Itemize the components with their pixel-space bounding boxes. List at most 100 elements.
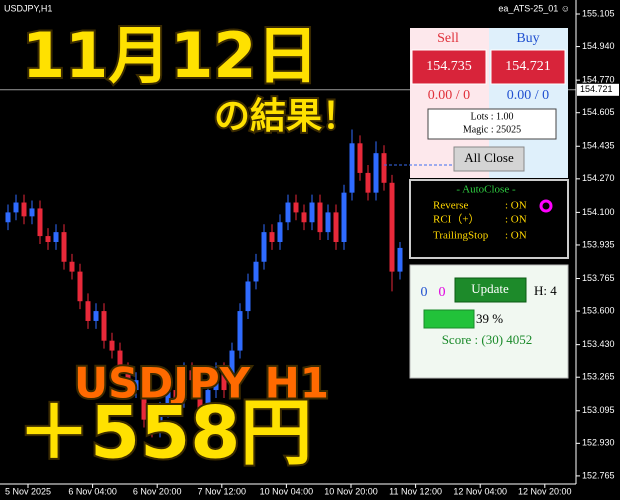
y-tick-label: 153.430	[582, 339, 615, 349]
candle-body	[117, 350, 123, 371]
setting-value: : ON	[505, 214, 527, 226]
x-tick-label: 6 Nov 20:00	[133, 486, 182, 496]
candle-body	[109, 340, 115, 351]
y-tick-label: 153.935	[582, 239, 615, 249]
profit-caption: ＋558円	[18, 391, 312, 475]
candle-body	[253, 261, 259, 282]
candle-body	[53, 232, 59, 242]
score: Score : (30) 4052	[442, 332, 533, 347]
y-tick-label: 154.435	[582, 141, 615, 151]
candle-body	[229, 350, 235, 391]
plot	[0, 89, 576, 438]
candle-body	[5, 212, 11, 223]
candle-body	[333, 212, 339, 242]
candle-body	[213, 370, 219, 391]
sell-button[interactable]	[411, 49, 487, 85]
x-tick-label: 12 Nov 20:00	[518, 486, 572, 496]
candle-body	[21, 202, 27, 217]
setting-name: RCI（+）	[433, 213, 480, 226]
y-tick-label: 154.605	[582, 107, 615, 117]
candle-body	[349, 143, 355, 193]
candle-body	[13, 202, 19, 213]
candle-body	[261, 232, 267, 262]
x-tick-label: 11 Nov 12:00	[389, 486, 442, 496]
candle-body	[205, 390, 211, 410]
toggle-indicator[interactable]	[539, 199, 553, 213]
y-tick-label: 154.100	[582, 207, 615, 217]
candle-body	[149, 419, 155, 430]
hours: H: 4	[534, 283, 557, 298]
x-tick-label: 12 Nov 04:00	[453, 486, 507, 496]
update-button[interactable]	[454, 277, 527, 303]
candle-body	[245, 281, 251, 312]
candle-body	[37, 208, 43, 237]
all-close-label: All Close	[464, 150, 514, 165]
y-tick-label: 152.765	[582, 470, 615, 480]
count-a: 0	[421, 285, 428, 300]
candle-body	[277, 222, 283, 242]
candle-body	[157, 409, 163, 430]
current-price-box	[577, 83, 619, 96]
candle-body	[317, 202, 323, 233]
candle-body	[133, 380, 139, 391]
sell-label: Sell	[437, 31, 459, 46]
x-tick-label: 5 Nov 2025	[5, 486, 51, 496]
candle-body	[365, 172, 371, 193]
candle-body	[373, 153, 379, 193]
candle-body	[301, 212, 307, 223]
y-tick-label: 152.930	[582, 438, 615, 448]
candle-body	[69, 261, 75, 272]
y-tick-label: 155.105	[582, 8, 615, 18]
candle-body	[141, 380, 147, 420]
candle-body	[269, 232, 275, 242]
progress: 39 %	[476, 311, 503, 326]
candle-body	[85, 301, 91, 321]
lots: Lots : 1.00	[470, 111, 513, 122]
candle-body	[357, 143, 363, 173]
candle-body	[381, 153, 387, 183]
y-tick-label: 154.270	[582, 173, 615, 183]
buy-button[interactable]	[490, 49, 566, 85]
update-label: Update	[471, 281, 509, 296]
candle-body	[293, 202, 299, 213]
candle-body	[181, 370, 187, 400]
candle-body	[173, 390, 179, 400]
result-caption: の結果！	[214, 96, 358, 137]
candle-body	[165, 390, 171, 410]
candle-body	[341, 192, 347, 242]
magic: Magic : 25025	[463, 124, 521, 135]
x-tick-label: 6 Nov 04:00	[68, 486, 117, 496]
sell-price: 154.735	[426, 59, 472, 74]
count-b: 0	[439, 285, 446, 300]
candle-body	[285, 202, 291, 223]
candle-body	[197, 380, 203, 410]
candle-body	[29, 208, 35, 217]
current-price-label: 154.721	[580, 84, 613, 94]
setting-value: : ON	[505, 200, 527, 212]
candle-body	[325, 212, 331, 233]
autoclose-title: - AutoClose -	[456, 184, 516, 196]
date-caption: 11月12日	[22, 19, 319, 92]
status-panel: 0 0 Update H: 4 39 % Score : (30) 4052	[409, 264, 569, 379]
candle-body	[125, 370, 131, 391]
candle-body	[61, 232, 67, 262]
candle-body	[77, 271, 83, 302]
setting-name: Reverse	[433, 200, 469, 212]
trade-panel: Sell Buy 154.735 154.721 0.00 / 0 0.00 /…	[410, 28, 568, 178]
x-tick-label: 10 Nov 04:00	[260, 486, 314, 496]
candle-body	[189, 370, 195, 381]
candle-body	[45, 236, 51, 242]
setting-value: : ON	[505, 230, 527, 242]
candle-body	[397, 247, 403, 272]
pair-caption: USDJPY H1	[74, 359, 329, 408]
sell-pl: 0.00 / 0	[428, 88, 470, 103]
setting-name: TrailingStop	[433, 230, 489, 242]
autoclose-panel: - AutoClose - Reverse : ON RCI（+） : ON T…	[409, 179, 569, 259]
all-close-button[interactable]	[453, 146, 525, 172]
y-tick-label: 153.600	[582, 305, 615, 315]
buy-label: Buy	[516, 31, 539, 46]
candle-body	[237, 311, 243, 351]
candle-body	[101, 311, 107, 341]
lots-box	[427, 108, 557, 140]
